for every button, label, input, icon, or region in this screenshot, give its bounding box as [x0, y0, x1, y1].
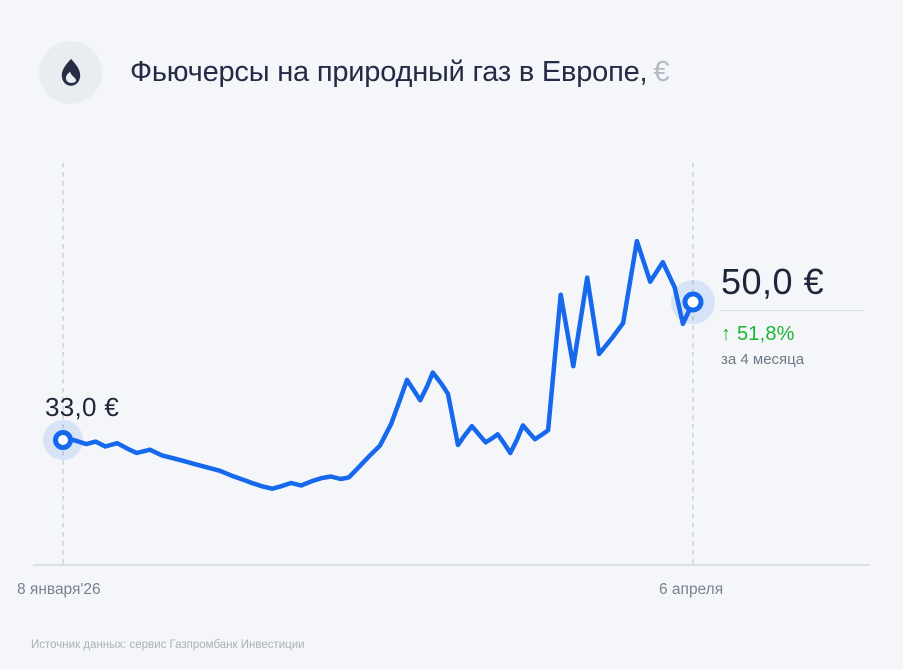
- end-point-marker: [682, 291, 704, 313]
- axis-label-end: 6 апреля: [659, 581, 724, 598]
- divider-line: [721, 310, 863, 311]
- title-text: Фьючерсы на природный газ в Европе,: [130, 56, 648, 88]
- flame-icon: [61, 58, 80, 86]
- start-value-label: 33,0 €: [45, 392, 120, 422]
- currency-symbol: €: [653, 56, 670, 88]
- source-note: Источник данных: сервис Газпромбанк Инве…: [31, 639, 305, 651]
- flame-icon-badge: [39, 41, 102, 104]
- end-value-block: 50,0 € ↑ 51,8% за 4 месяца: [721, 264, 866, 368]
- start-point-marker: [53, 430, 73, 450]
- page-title: Фьючерсы на природный газ в Европе, €: [130, 56, 670, 89]
- header: Фьючерсы на природный газ в Европе, €: [39, 41, 670, 104]
- change-period-label: за 4 месяца: [721, 351, 805, 368]
- price-line: [60, 238, 696, 491]
- end-value-label: 50,0 €: [721, 261, 825, 302]
- change-percent-label: ↑ 51,8%: [721, 323, 795, 345]
- axis-label-start: 8 января'26: [17, 581, 101, 598]
